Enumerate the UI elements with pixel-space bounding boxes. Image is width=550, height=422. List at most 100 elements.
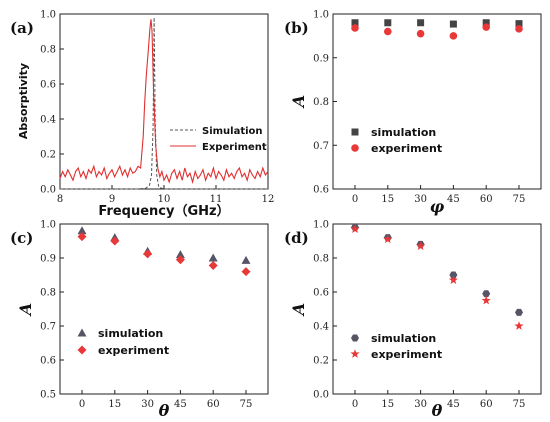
panel-a-ytick-label: 0.8 (40, 45, 56, 56)
panel-b-simulation-point (351, 19, 359, 27)
panel-d-experiment-point (416, 241, 426, 250)
panel-d-xlabel: θ (432, 401, 443, 420)
panel-c-ytick-label: 0.8 (40, 288, 56, 299)
panel-b-xtick-label: 60 (480, 194, 493, 205)
panel-c-ylabel: A (16, 303, 35, 317)
panel-b-experiment-point (416, 29, 425, 38)
panel-a-ytick-label: 0.0 (40, 185, 56, 196)
panel-d-legend-simulation-swatch (351, 334, 359, 342)
panel-c-legend-simulation-swatch (77, 328, 87, 337)
panel-d-xtick-label: 45 (447, 399, 460, 410)
panel-c-simulation-point (241, 255, 251, 264)
panel-c-experiment-point (143, 249, 153, 259)
panel-d-ytick-label: 0.6 (313, 288, 329, 299)
panel-d-simulation-point (449, 271, 458, 279)
panel-c-experiment-point (241, 267, 251, 277)
panel-a-ytick-label: 0.6 (40, 80, 56, 91)
panel-d-xtick-label: 30 (414, 399, 427, 410)
panel-d-xtick-label: 60 (480, 399, 493, 410)
panel-c-experiment-point (110, 236, 120, 246)
panel-a-xlabel: Frequency（GHz） (98, 203, 229, 219)
panel-a-frame (59, 13, 269, 190)
panel-c-xtick-label: 15 (108, 399, 121, 410)
panel-d-experiment-point (350, 224, 360, 233)
panel-b-label: (b) (284, 19, 309, 37)
panel-c-label: (c) (10, 229, 33, 247)
panel-b-xtick-label: 0 (352, 194, 358, 205)
panel-c-simulation-point (77, 226, 87, 235)
panel-a-legend-experiment-label: Experiment (202, 142, 267, 153)
panel-a-ylabel: Absorptivity (17, 63, 30, 139)
panel-d-xtick-label: 0 (352, 399, 358, 410)
panel-c-ytick-label: 0.7 (40, 322, 56, 333)
panel-d-experiment-point (514, 321, 524, 330)
panel-c-legend-experiment-label: experiment (98, 344, 169, 357)
panel-b-ytick-label: 0.7 (313, 141, 329, 152)
panel-b-legend-experiment-label: experiment (371, 142, 442, 155)
panel-d-xtick-label: 75 (513, 399, 526, 410)
panel-b-xtick-label: 75 (513, 194, 526, 205)
panel-b-xtick-label: 45 (447, 194, 460, 205)
panel-c-ytick-label: 0.6 (40, 356, 56, 367)
panel-b-frame (332, 13, 542, 190)
panel-b-experiment-point (449, 32, 458, 40)
panel-b-ytick-label: 0.8 (313, 97, 329, 108)
panel-d-experiment-point (448, 275, 458, 284)
panel-b-legend-simulation-label: simulation (371, 126, 436, 139)
panel-b-experiment-point (384, 27, 392, 36)
panel-d-ytick-label: 0.2 (313, 356, 329, 367)
panel-d-ylabel: A (289, 303, 308, 317)
panel-d-label: (d) (284, 229, 309, 247)
panel-b-simulation-point (449, 20, 457, 28)
panel-d-ytick-label: 1.0 (313, 220, 329, 231)
panel-c-experiment-point (208, 260, 218, 270)
panel-d-legend-experiment-label: experiment (371, 348, 442, 361)
panel-c-ytick-label: 0.5 (40, 390, 56, 401)
panel-b-ytick-label: 1.0 (313, 10, 329, 21)
panel-b-ytick-label: 0.6 (313, 185, 329, 196)
panel-b-marks: 0 15 30 45 60 75 0.6 0.7 0.8 0.9 1.0 simulation expe… (313, 10, 525, 206)
panel-d-experiment-point (383, 234, 393, 244)
panel-b-experiment-point (351, 24, 359, 32)
panel-b-experiment-point (515, 25, 523, 33)
panel-a-series-experiment-line (59, 19, 269, 185)
panel-c-xtick-label: 45 (174, 399, 187, 410)
panel-a-xtick-label: 10 (158, 194, 171, 205)
panel-b-simulation-point (384, 19, 392, 27)
panel-c-experiment-point (77, 232, 87, 242)
panel-c-simulation-point (208, 253, 218, 262)
panel-b-simulation-point (417, 19, 425, 27)
panel-c-xlabel: θ (159, 401, 170, 420)
panel-b-simulation-point (515, 20, 523, 28)
panel-b-experiment-point (482, 23, 491, 31)
panel-c-xtick-label: 30 (141, 399, 154, 410)
panel-c-ytick-label: 1.0 (40, 220, 56, 231)
panel-a-series-simulation-line (60, 17, 268, 190)
panel-c-frame (59, 223, 269, 395)
panel-c-legend-simulation-label: simulation (98, 327, 163, 340)
panel-b-xtick-label: 30 (414, 194, 427, 205)
panel-a-xtick-label: 11 (210, 194, 223, 205)
panel-b-xtick-label: 15 (381, 194, 394, 205)
panel-d-frame (332, 223, 542, 395)
panel-d-experiment-point (481, 295, 491, 305)
panel-a-ytick-label: 1.0 (40, 10, 56, 21)
panel-d-marks: 0 15 30 45 60 75 0.0 0.2 0.4 0.6 0.8 1.0 simulation e… (313, 220, 525, 411)
panel-b-legend-experiment-swatch (351, 144, 359, 152)
panel-c-xtick-label: 60 (207, 399, 220, 410)
panel-a-label: (a) (10, 19, 34, 37)
panel-c-ytick-label: 0.9 (40, 254, 56, 265)
panel-d-ytick-label: 0.4 (313, 322, 329, 333)
panel-c-marks: 0 15 30 45 60 75 0.5 0.6 0.7 0.8 0.9 1.0 simulation e… (40, 220, 252, 411)
panel-b-ylabel: A (289, 95, 308, 109)
panel-a-marks: 8 9 10 11 12 0.0 0.2 0.4 0.6 0.8 1.0 Simulation Expe… (40, 10, 274, 206)
panel-d-ytick-label: 0.8 (313, 254, 329, 265)
panel-d-simulation-point (515, 308, 523, 316)
panel-c-experiment-point (175, 255, 185, 265)
panel-d-legend-experiment-swatch (350, 349, 360, 358)
panel-c-legend-experiment-swatch (77, 345, 87, 355)
panel-d-ytick-label: 0.0 (313, 390, 329, 401)
panel-d-legend-simulation-label: simulation (371, 332, 436, 345)
panel-a-xtick-label: 9 (109, 194, 115, 205)
